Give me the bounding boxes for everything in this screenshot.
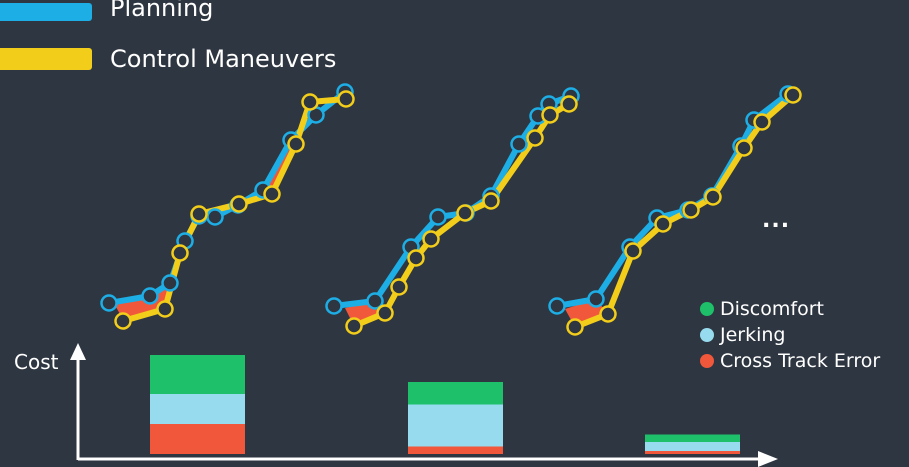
control-waypoint [560,95,578,113]
control-waypoint [599,305,617,323]
control-waypoint [390,278,408,296]
planning-waypoint [325,297,343,315]
control-waypoint [301,93,319,111]
legend-control-swatch [0,48,92,70]
bar-1-jerking [150,394,245,424]
legend-planning: Planning [0,0,213,24]
cost-bars [150,355,740,454]
control-waypoint [287,135,305,153]
planning-waypoint [587,290,605,308]
trajectory-1 [100,83,355,330]
bar-2-discomfort [408,382,503,405]
planning-waypoint [548,297,566,315]
legend-control-label: Control Maneuvers [110,45,337,73]
control-waypoint [682,201,700,219]
control-waypoint [156,300,174,318]
control-waypoint [376,304,394,322]
bar-1-cross-track-error [150,424,245,454]
cross-track-error-label: Cross Track Error [720,350,881,372]
jerking-dot [700,328,714,342]
planning-waypoint [510,135,528,153]
control-path [351,101,572,329]
trajectories [100,83,802,336]
cost-key-jerking: Jerking [700,322,880,348]
bar-2-jerking [408,404,503,447]
discomfort-label: Discomfort [720,298,824,320]
bar-2-cross-track-error [408,446,503,454]
control-waypoint [482,192,500,210]
control-waypoint [735,139,753,157]
control-waypoint [171,244,189,262]
trajectory-3 [548,85,802,336]
bar-3-jerking [645,442,740,451]
planning-path [331,93,574,309]
control-waypoint [541,106,559,124]
control-waypoint [407,249,425,267]
planning-waypoint [366,292,384,310]
control-waypoint [345,317,363,335]
control-waypoint [753,113,771,131]
discomfort-dot [700,302,714,316]
planning-waypoint [206,208,224,226]
cost-key-cross-track-error: Cross Track Error [700,348,880,374]
cost-axes [70,343,778,467]
cost-key-discomfort: Discomfort [700,296,880,322]
planning-waypoint [141,287,159,305]
planning-waypoint [100,294,118,312]
trajectory-2 [325,87,580,335]
control-waypoint [704,188,722,206]
legend-control: Control Maneuvers [0,45,337,73]
cost-y-axis-arrow [70,343,86,360]
cross-track-error-dot [700,354,714,368]
planning-waypoint [429,208,447,226]
legend-planning-label: Planning [110,0,214,22]
planning-path [106,89,348,306]
control-waypoint [230,195,248,213]
more-ellipsis: ... [762,208,791,233]
control-waypoint [114,312,132,330]
control-waypoint [337,90,355,108]
planning-waypoint [161,274,179,292]
bar-3-cross-track-error [645,451,740,454]
control-waypoint [526,129,544,147]
control-waypoint [624,242,642,260]
bar-3-discomfort [645,434,740,442]
control-waypoint [456,204,474,222]
bar-1-discomfort [150,355,245,394]
control-waypoint [784,86,802,104]
legend-planning-swatch [0,3,92,21]
jerking-label: Jerking [720,324,786,346]
control-waypoint [263,185,281,203]
control-waypoint [422,230,440,248]
cost-key: Discomfort Jerking Cross Track Error [700,296,880,374]
cost-axis-label: Cost [14,350,59,374]
control-waypoint [566,318,584,336]
control-waypoint [654,215,672,233]
cost-x-axis-arrow [758,451,778,467]
control-waypoint [190,205,208,223]
